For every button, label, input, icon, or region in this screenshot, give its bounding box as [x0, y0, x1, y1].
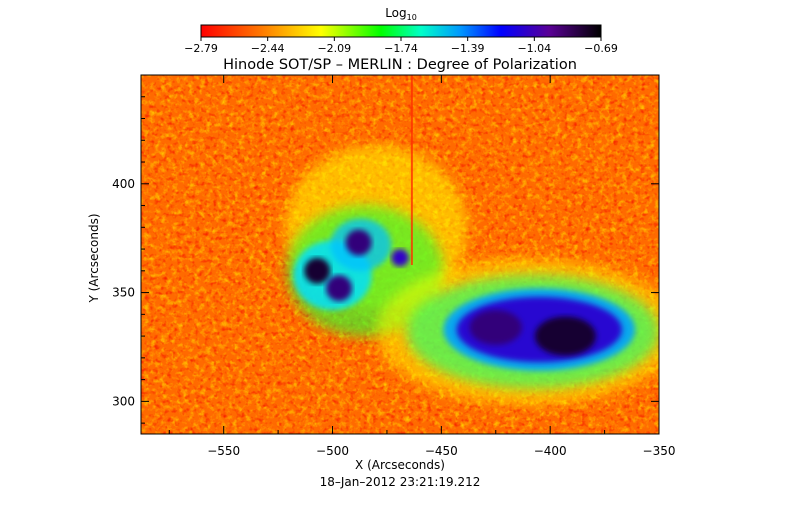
x-axis: −550 −500 −450 −400 −350	[168, 75, 676, 458]
timestamp: 18–Jan–2012 23:21:19.212	[320, 475, 481, 489]
x-tick-label: −500	[316, 444, 349, 458]
colorbar-tick-label: −0.69	[584, 42, 618, 55]
colorbar-tick-label: −1.04	[517, 42, 551, 55]
colorbar-tick-label: −1.74	[384, 42, 418, 55]
colorbar-title: Log10	[385, 6, 417, 22]
plot-frame	[140, 74, 660, 435]
y-tick-label: 300	[112, 394, 135, 408]
x-axis-label: X (Arcseconds)	[355, 458, 445, 472]
colorbar-tick-label: −1.39	[451, 42, 485, 55]
colorbar-tick-label: −2.79	[184, 42, 218, 55]
feature-sunspot-east-1	[304, 257, 331, 284]
feature-sunspot-west-secondary	[469, 309, 522, 345]
scan-seam	[410, 75, 413, 265]
x-tick-label: −400	[534, 444, 567, 458]
colorbar-ticks: −2.79 −2.44 −2.09 −1.74 −1.39 −1.04 −0.69	[184, 37, 618, 55]
y-axis-label: Y (Arcseconds)	[87, 213, 101, 303]
x-tick-label: −550	[207, 444, 240, 458]
x-tick-label: −450	[425, 444, 458, 458]
feature-sunspot-east-2	[345, 229, 372, 256]
y-axis: 300 350 400	[112, 74, 659, 424]
x-tick-label: −350	[643, 444, 676, 458]
feature-sunspot-west-umbra	[534, 316, 596, 356]
feature-sunspot-east-3	[326, 275, 353, 302]
y-tick-label: 350	[112, 286, 135, 300]
heatmap-image	[141, 75, 659, 434]
colorbar-tick-label: −2.44	[251, 42, 285, 55]
feature-pore-east	[391, 249, 409, 267]
colorbar-tick-label: −2.09	[317, 42, 351, 55]
y-tick-label: 400	[112, 177, 135, 191]
colorbar	[200, 24, 602, 38]
chart-title: Hinode SOT/SP – MERLIN : Degree of Polar…	[223, 57, 577, 73]
